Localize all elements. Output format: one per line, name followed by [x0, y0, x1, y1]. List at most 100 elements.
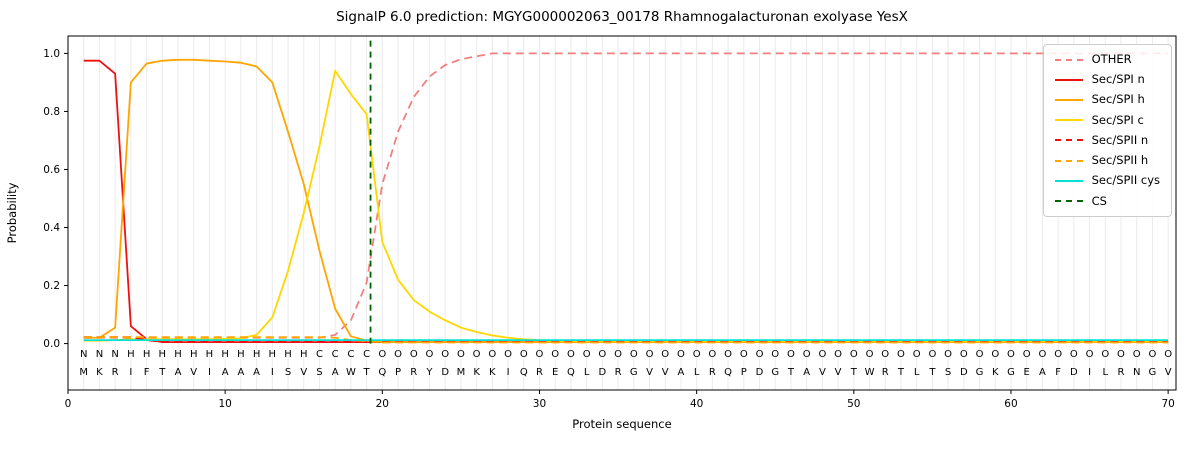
legend-line-sample	[1054, 99, 1083, 102]
sequence-letter: A	[175, 367, 182, 378]
state-letter: O	[410, 349, 418, 360]
x-tick-label: 70	[1161, 398, 1174, 410]
sequence-letter: A	[678, 367, 685, 378]
series-line-other	[83, 52, 1169, 339]
state-letter: O	[960, 349, 968, 360]
sequence-letter: F	[144, 367, 150, 378]
state-letter: O	[598, 349, 606, 360]
sequence-letter: F	[1055, 367, 1061, 378]
sequence-letter: V	[662, 367, 669, 378]
y-axis-label: Probability	[5, 182, 19, 243]
state-letter: O	[677, 349, 685, 360]
sequence-letter: G	[771, 367, 779, 378]
sequence-letter: A	[222, 367, 229, 378]
sequence-letter: T	[850, 367, 858, 378]
state-letter: O	[1148, 349, 1156, 360]
sequence-letter: E	[1024, 367, 1030, 378]
state-letter: O	[850, 349, 858, 360]
state-letter: O	[771, 349, 779, 360]
state-letter: H	[269, 349, 277, 360]
y-tick-label: 0.0	[43, 338, 60, 350]
state-letter: C	[316, 349, 323, 360]
state-letter: H	[159, 349, 167, 360]
sequence-letter: R	[615, 367, 622, 378]
sequence-letter: W	[865, 367, 875, 378]
sequence-letter: R	[112, 367, 119, 378]
state-letter: O	[787, 349, 795, 360]
state-letter: H	[237, 349, 245, 360]
legend-line-sample	[1054, 200, 1083, 203]
state-letter: O	[520, 349, 528, 360]
sequence-letter: I	[271, 367, 274, 378]
sequence-letter: V	[819, 367, 826, 378]
sequence-letter: D	[756, 367, 764, 378]
sequence-letter: D	[441, 367, 449, 378]
state-letter: O	[646, 349, 654, 360]
legend-item-sec-spi-h: Sec/SPI h	[1054, 93, 1160, 106]
x-tick-label: 40	[690, 398, 703, 410]
sequence-letter: G	[630, 367, 638, 378]
state-letter: O	[866, 349, 874, 360]
sequence-letter: T	[928, 367, 936, 378]
legend-item-other: OTHER	[1054, 52, 1160, 66]
sequence-letter: Q	[520, 367, 528, 378]
sequence-letter: Q	[567, 367, 575, 378]
state-letter: O	[1086, 349, 1094, 360]
sequence-letter: R	[709, 367, 716, 378]
sequence-letter: E	[552, 367, 558, 378]
state-letter: O	[1101, 349, 1109, 360]
state-letter: O	[1070, 349, 1078, 360]
sequence-letter: I	[1088, 367, 1091, 378]
axes-frame-and-ticks: 0 10 20 30 40 50 60 70 0.0 0.2 0.4 0.6 0.8 1.0	[43, 35, 1177, 410]
state-letter: O	[803, 349, 811, 360]
state-letter: O	[1054, 349, 1062, 360]
state-letter: H	[143, 349, 151, 360]
sequence-letter: R	[536, 367, 543, 378]
x-axis-label: Protein sequence	[572, 417, 671, 431]
state-letter: O	[1023, 349, 1031, 360]
legend-label: Sec/SPII h	[1091, 153, 1149, 168]
sequence-letter: R	[882, 367, 889, 378]
legend-label: Sec/SPI c	[1091, 112, 1144, 127]
state-letter: H	[253, 349, 261, 360]
sequence-letter: S	[945, 367, 951, 378]
plot-border	[67, 35, 1177, 391]
chart-title: SignalP 6.0 prediction: MGYG000002063_00…	[336, 9, 908, 25]
state-letter: O	[976, 349, 984, 360]
legend-line-sample	[1054, 139, 1083, 142]
state-letter: H	[221, 349, 229, 360]
sequence-letter: T	[787, 367, 795, 378]
sequence-letter: T	[158, 367, 166, 378]
sequence-letter: G	[976, 367, 984, 378]
state-letter: H	[206, 349, 214, 360]
sequence-letter: V	[1165, 367, 1172, 378]
sequence-letter: W	[346, 367, 356, 378]
state-letter: O	[614, 349, 622, 360]
state-letter: O	[897, 349, 905, 360]
sequence-letter: L	[1102, 367, 1108, 378]
sequence-letter: V	[300, 367, 307, 378]
state-letter: O	[693, 349, 701, 360]
sequence-letter: T	[363, 367, 371, 378]
sequence-letter: A	[332, 367, 339, 378]
sequence-letter: N	[1133, 367, 1140, 378]
state-letter: O	[536, 349, 544, 360]
sequence-letter: Q	[378, 367, 386, 378]
sequence-letter: P	[395, 367, 401, 378]
sequence-letter: T	[897, 367, 905, 378]
sequence-letter: K	[473, 367, 480, 378]
sequence-letter: K	[992, 367, 999, 378]
sequence-letter: I	[208, 367, 211, 378]
state-letter: O	[441, 349, 449, 360]
legend-item-sec-spii-n: Sec/SPII n	[1054, 133, 1160, 147]
state-letter: O	[551, 349, 559, 360]
state-letter: O	[740, 349, 748, 360]
legend-label: Sec/SPII cys	[1091, 173, 1160, 188]
sequence-letter: R	[1118, 367, 1125, 378]
state-letter: O	[567, 349, 575, 360]
state-letter: O	[630, 349, 638, 360]
legend-item-sec-spi-n: Sec/SPI n	[1054, 72, 1160, 86]
state-letter: N	[80, 349, 87, 360]
